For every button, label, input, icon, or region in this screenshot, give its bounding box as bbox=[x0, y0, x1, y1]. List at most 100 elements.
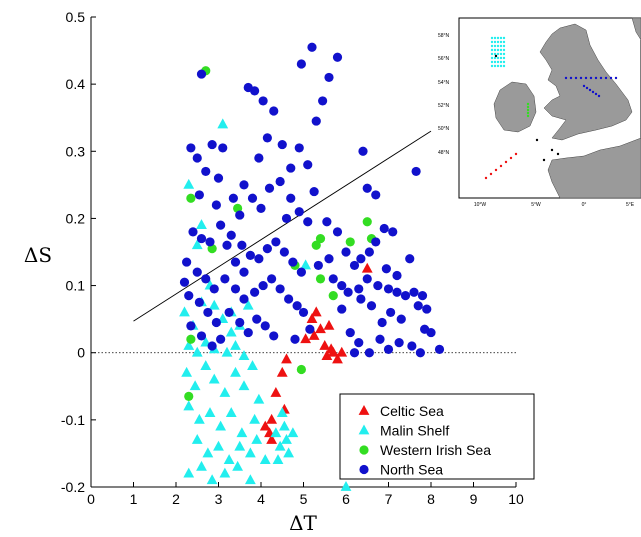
malin-shelf-station bbox=[496, 64, 500, 68]
north-sea-point bbox=[269, 106, 279, 116]
malin-shelf-station bbox=[502, 36, 506, 40]
north-sea-point bbox=[286, 193, 296, 203]
north-sea-point bbox=[262, 244, 272, 254]
north-sea-point bbox=[377, 317, 387, 328]
western-irish-sea-point bbox=[315, 274, 326, 284]
celtic-sea-point bbox=[315, 323, 326, 334]
inset-map-land bbox=[493, 17, 641, 199]
x-tick-label: 7 bbox=[385, 491, 393, 507]
north-sea-point bbox=[188, 227, 198, 237]
malin-shelf-point bbox=[276, 407, 288, 418]
north-sea-point bbox=[201, 274, 211, 284]
north-sea-point bbox=[400, 291, 411, 301]
malin-shelf-point bbox=[274, 440, 286, 451]
x-tick-label: 1 bbox=[130, 491, 138, 507]
celtic-sea-station bbox=[489, 172, 493, 176]
north-sea-point bbox=[239, 267, 249, 277]
north-sea-station bbox=[609, 76, 613, 80]
north-sea-point bbox=[392, 287, 402, 297]
legend-label-celtic-sea: Celtic Sea bbox=[380, 403, 444, 419]
celtic-sea-point bbox=[319, 340, 331, 350]
malin-shelf-point bbox=[181, 366, 193, 377]
legend-label-malin-shelf: Malin Shelf bbox=[380, 423, 449, 439]
malin-shelf-station bbox=[502, 40, 506, 44]
western-irish-sea-station bbox=[526, 108, 530, 112]
north-sea-point bbox=[322, 217, 332, 227]
malin-shelf-station bbox=[502, 60, 506, 64]
celtic-sea-station bbox=[509, 156, 513, 160]
malin-shelf-point bbox=[208, 299, 220, 310]
malin-shelf-station bbox=[502, 52, 506, 56]
north-sea-point bbox=[222, 240, 232, 250]
celtic-sea-point bbox=[325, 343, 337, 354]
celtic-sea-point bbox=[266, 413, 278, 424]
malin-shelf-station bbox=[502, 64, 506, 68]
celtic-sea-point bbox=[300, 333, 312, 344]
north-sea-point bbox=[237, 240, 247, 250]
legend-marker-north-sea bbox=[359, 464, 369, 475]
malin-shelf-point bbox=[183, 178, 195, 189]
north-sea-point bbox=[286, 163, 296, 173]
legend-label-western-irish-sea: Western Irish Sea bbox=[380, 442, 491, 458]
north-sea-point bbox=[341, 247, 351, 257]
malin-shelf-point bbox=[230, 340, 241, 350]
malin-shelf-station bbox=[502, 48, 506, 52]
malin-shelf-station bbox=[499, 56, 503, 60]
north-sea-station bbox=[579, 76, 583, 80]
western-irish-sea-point bbox=[311, 240, 321, 250]
north-sea-point bbox=[303, 217, 313, 227]
north-sea-point bbox=[211, 317, 221, 328]
north-sea-point bbox=[364, 348, 374, 358]
celtic-sea-point bbox=[308, 329, 320, 340]
malin-shelf-station bbox=[490, 56, 494, 60]
station bbox=[550, 148, 554, 152]
north-sea-point bbox=[358, 146, 368, 156]
malin-shelf-station bbox=[493, 56, 497, 60]
north-sea-point bbox=[184, 291, 194, 301]
malin-shelf-point bbox=[219, 387, 231, 397]
north-sea-point bbox=[417, 291, 428, 301]
north-sea-point bbox=[303, 160, 313, 170]
y-tick-label: 0.4 bbox=[66, 76, 86, 92]
north-sea-point bbox=[275, 284, 285, 294]
inset-land-shape bbox=[493, 81, 537, 133]
malin-shelf-station bbox=[499, 36, 503, 40]
malin-shelf-point bbox=[251, 434, 263, 444]
western-irish-sea-point bbox=[186, 334, 196, 344]
y-tick-label: 0.2 bbox=[66, 210, 86, 226]
north-sea-point bbox=[371, 190, 381, 200]
celtic-sea-point bbox=[281, 353, 292, 364]
malin-shelf-point bbox=[238, 380, 250, 391]
legend-marker-celtic-sea bbox=[358, 405, 370, 415]
malin-shelf-station bbox=[499, 40, 503, 44]
inset-land-shape bbox=[547, 137, 641, 199]
north-sea-point bbox=[179, 277, 190, 287]
malin-shelf-station bbox=[493, 36, 497, 40]
north-sea-point bbox=[356, 254, 366, 264]
north-sea-point bbox=[260, 321, 270, 331]
north-sea-point bbox=[186, 143, 196, 153]
north-sea-point bbox=[192, 267, 202, 277]
north-sea-point bbox=[349, 348, 360, 358]
north-sea-point bbox=[262, 133, 272, 143]
malin-shelf-station bbox=[496, 36, 500, 40]
western-irish-sea-point bbox=[315, 233, 326, 244]
north-sea-station bbox=[585, 86, 589, 90]
inset-lat-label: 58°N bbox=[438, 33, 450, 39]
north-sea-point bbox=[294, 207, 304, 217]
malin-shelf-point bbox=[244, 474, 256, 485]
malin-shelf-point bbox=[278, 420, 290, 431]
north-sea-point bbox=[192, 153, 202, 163]
north-sea-point bbox=[254, 254, 264, 264]
celtic-sea-point bbox=[323, 319, 335, 330]
north-sea-point bbox=[411, 166, 421, 177]
north-sea-point bbox=[288, 257, 298, 267]
north-sea-point bbox=[309, 186, 319, 197]
malin-shelf-point bbox=[236, 427, 248, 438]
celtic-sea-point bbox=[321, 350, 333, 360]
north-sea-point bbox=[328, 274, 338, 284]
north-sea-point bbox=[298, 307, 309, 318]
malin-shelf-point bbox=[208, 373, 220, 384]
north-sea-station bbox=[588, 88, 592, 92]
north-sea-point bbox=[388, 227, 398, 237]
